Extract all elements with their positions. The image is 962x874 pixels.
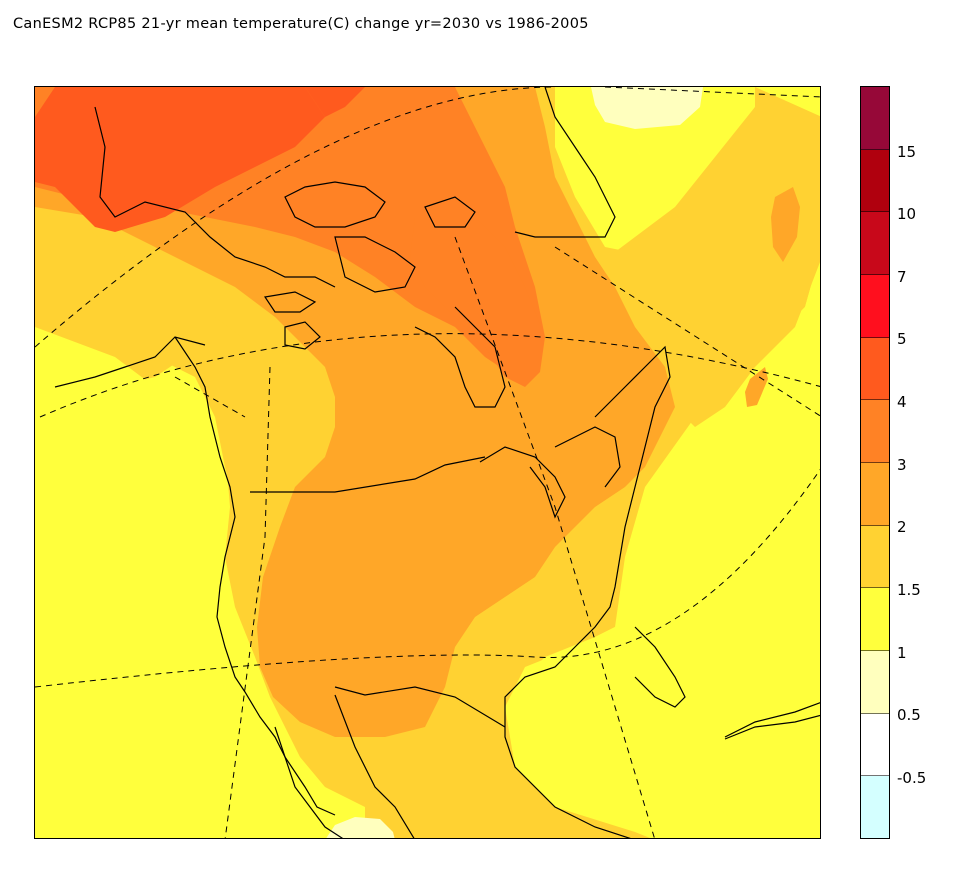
colorbar-segment-1.5-2 xyxy=(861,525,889,589)
band-0.5-1-top xyxy=(591,87,703,129)
colorbar-tick-label: 1 xyxy=(897,644,907,662)
colorbar-tick-label: 7 xyxy=(897,268,907,286)
temperature-contour-map xyxy=(35,87,820,838)
band-1.5-2-atlantic-lobe xyxy=(595,107,820,427)
colorbar-segment-2-3 xyxy=(861,463,889,526)
colorbar-segment-10-15 xyxy=(861,149,889,213)
colorbar-segment-15-plus xyxy=(861,87,889,150)
colorbar-segment-4-5 xyxy=(861,337,889,401)
band-2-3-atlantic-patch xyxy=(771,187,800,262)
colorbar-segment-below-neg0.5 xyxy=(861,776,889,839)
chart-title: CanESM2 RCP85 21-yr mean temperature(C) … xyxy=(13,16,589,32)
map-plot-area xyxy=(34,86,821,839)
graticule-lines xyxy=(35,87,820,838)
colorbar-segment-0.5-1 xyxy=(861,651,889,714)
colorbar-tick-label: 4 xyxy=(897,393,907,411)
coastlines xyxy=(54,87,820,838)
band-1-1.5-north xyxy=(555,87,755,257)
colorbar-tick-label: 3 xyxy=(897,456,907,474)
colorbar-segment-neg0.5-0.5 xyxy=(861,713,889,777)
colorbar-tick-label: 0.5 xyxy=(897,706,921,724)
colorbar-tick-label: -0.5 xyxy=(897,769,927,787)
colorbar-tick-label: 1.5 xyxy=(897,581,921,599)
colorbar-segment-3-4 xyxy=(861,400,889,464)
colorbar-segment-7-10 xyxy=(861,212,889,276)
band-0.5-1-bottom xyxy=(326,817,395,838)
band-2-3-atlantic-patch-2 xyxy=(745,367,768,407)
colorbar-segment-5-7 xyxy=(861,275,889,338)
colorbar-segment-1-1.5 xyxy=(861,588,889,652)
colorbar-tick-label: 15 xyxy=(897,143,917,161)
colorbar-tick-label: 10 xyxy=(897,205,917,223)
colorbar-tick-label: 2 xyxy=(897,518,907,536)
band-1-1.5-atlantic xyxy=(515,254,820,838)
band-3-4-hudson xyxy=(410,217,545,387)
band-1.5-2-west xyxy=(35,217,280,507)
band-4-5-top-right xyxy=(305,87,365,117)
band-1-1.5-pacific xyxy=(35,337,365,838)
colorbar xyxy=(860,86,890,839)
band-4-5 xyxy=(35,87,325,232)
colorbar-tick-label: 5 xyxy=(897,330,907,348)
